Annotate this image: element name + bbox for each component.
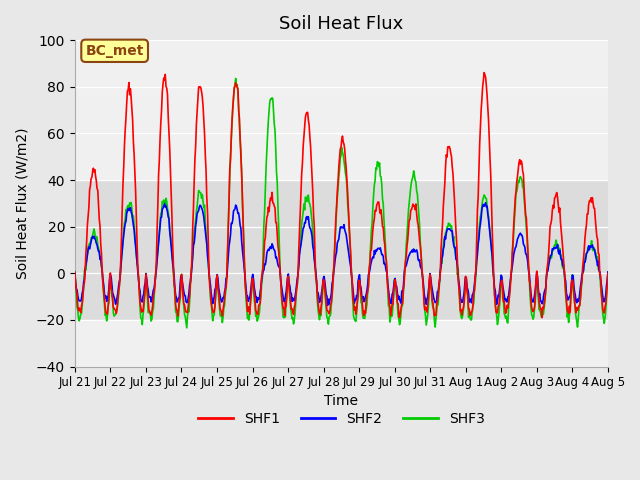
Bar [75, 320, 608, 367]
Bar [75, 40, 608, 180]
X-axis label: Time: Time [324, 394, 358, 408]
Title: Soil Heat Flux: Soil Heat Flux [279, 15, 403, 33]
Y-axis label: Soil Heat Flux (W/m2): Soil Heat Flux (W/m2) [15, 128, 29, 279]
Text: BC_met: BC_met [86, 44, 144, 58]
Legend: SHF1, SHF2, SHF3: SHF1, SHF2, SHF3 [193, 407, 490, 432]
Bar [75, 180, 608, 320]
